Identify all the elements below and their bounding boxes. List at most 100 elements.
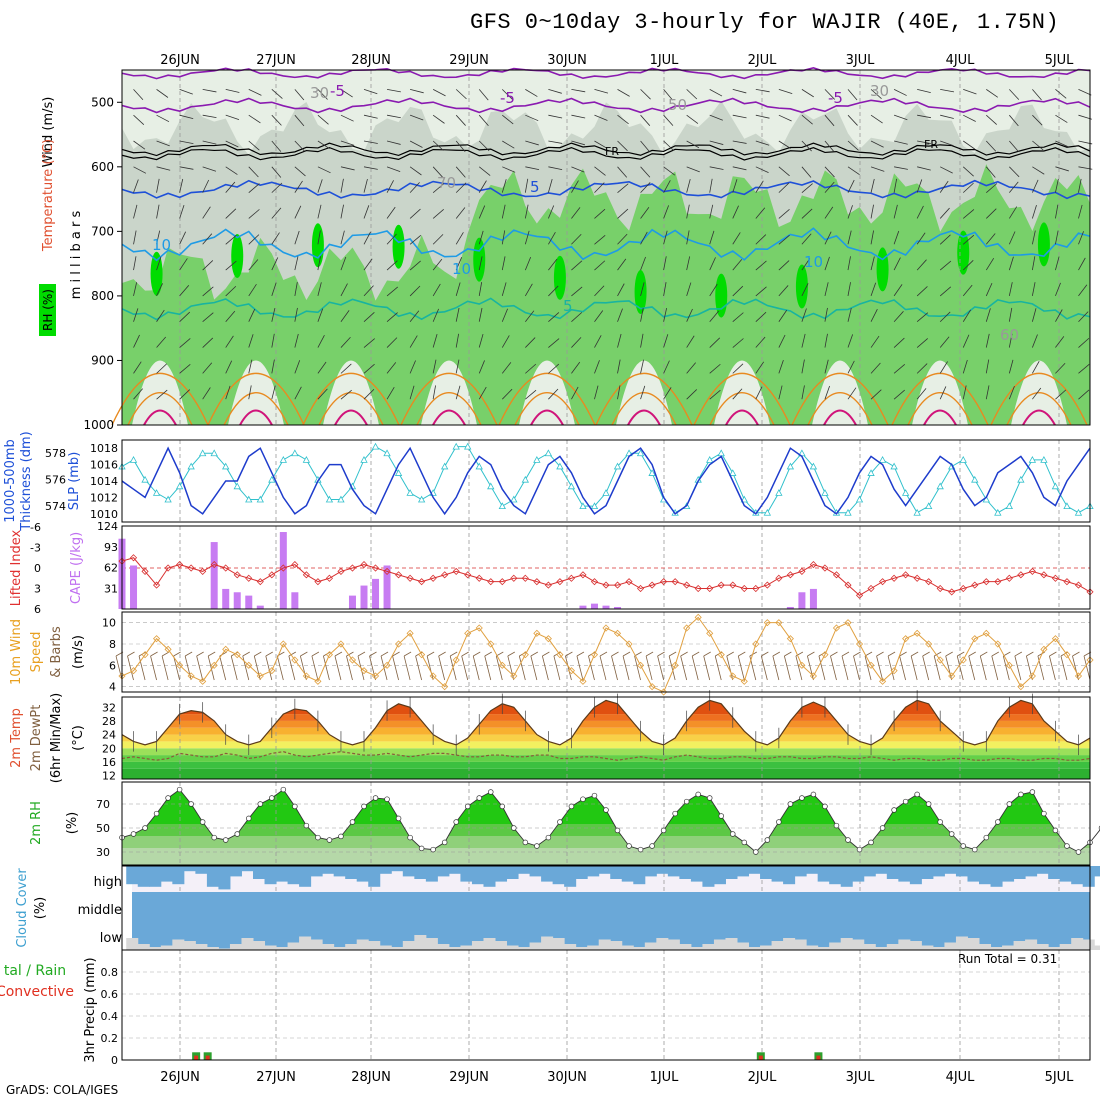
wind-barb	[962, 284, 973, 297]
contour-label: 30	[870, 82, 889, 100]
wind-barb	[502, 166, 516, 173]
wind-barb	[963, 140, 975, 150]
wind-barb	[386, 337, 398, 348]
cloud-low-bar	[333, 947, 346, 950]
contour-label: 60	[1000, 326, 1019, 344]
wind-barb	[709, 310, 720, 322]
thickness-series-point	[544, 449, 553, 457]
upper-wind-label: Wind (m/s)	[41, 97, 56, 168]
rh-point	[730, 831, 736, 837]
wind-speed-series-point	[879, 677, 887, 685]
cloud-low-bar	[310, 939, 323, 950]
wind-barb	[985, 359, 990, 374]
wind-barb-10m-flag	[1049, 651, 1057, 657]
cloud-low-bar	[725, 938, 738, 950]
wind-barb	[133, 308, 139, 322]
wind-label-1: 10m Wind	[9, 619, 24, 685]
wind-barb	[985, 166, 996, 178]
upper-millibars-label: m i l l i b a r s	[69, 211, 84, 300]
wind-barb-10m-flag	[311, 651, 320, 657]
lifted-index-series-point	[187, 564, 195, 572]
precip-label-2: Convective	[0, 984, 74, 1000]
wind-barb	[478, 205, 486, 219]
wind-barb	[179, 205, 185, 219]
wind-barb	[1078, 204, 1083, 219]
wind-barb	[432, 140, 444, 151]
wind-barb	[963, 114, 976, 122]
lifted-index-series-point	[521, 574, 529, 582]
lifted-index-series-point	[637, 584, 645, 593]
wind-barb	[179, 140, 194, 144]
lifted-index-series-point	[590, 578, 599, 586]
wind-barb	[271, 140, 282, 152]
date-label-bottom: 29JUN	[449, 1070, 489, 1085]
wind-barb	[455, 114, 466, 126]
cloud-low-bar	[402, 941, 415, 950]
wind-barb	[225, 208, 237, 219]
wind-barb	[594, 234, 606, 245]
wind-barb-10m	[230, 655, 238, 681]
wind-barb-10m-flag	[922, 651, 930, 657]
contour-label: 5	[563, 297, 573, 315]
wind-speed-series-point	[279, 640, 287, 648]
cloud-middle-area	[132, 892, 1090, 950]
wind-barb	[294, 256, 299, 271]
cloud-low-bar	[898, 939, 911, 950]
wind-barb	[594, 166, 606, 176]
date-label-bottom: 4JUL	[946, 1070, 976, 1085]
wind-speed-series-point	[867, 661, 875, 669]
rh-point	[591, 792, 598, 799]
wind-barb	[156, 114, 170, 123]
cloud-high-bar	[806, 866, 819, 874]
wind-barb	[179, 285, 190, 297]
wind-barb	[340, 89, 353, 98]
wind-barb	[893, 364, 906, 374]
wind-barb	[847, 89, 858, 101]
cloud-low-bar	[229, 944, 242, 950]
wind-barb-10m	[853, 655, 860, 681]
wind-barb	[1078, 389, 1090, 400]
lifted-index-series-point	[164, 564, 172, 572]
wind-barb	[317, 334, 325, 348]
cloud-low-bar	[495, 941, 508, 950]
wind-speed-series-point	[199, 677, 207, 685]
wind-barb	[363, 258, 373, 271]
cloud-high-bar	[299, 866, 312, 887]
date-label-bottom: 27JUN	[256, 1070, 296, 1085]
wind-barb	[778, 114, 792, 122]
temp-contour-30-arch	[432, 409, 466, 426]
wind-barb	[732, 285, 744, 297]
upper-y-tick-label: 500	[91, 95, 114, 109]
rh-point	[176, 786, 183, 793]
wind-barb	[1078, 311, 1089, 323]
wind-barb	[824, 307, 828, 322]
wind-barb-10m	[299, 655, 307, 681]
wind-barb	[1009, 89, 1020, 100]
cloud-high-bar	[287, 866, 300, 885]
cloud-high-bar	[955, 866, 968, 877]
wind-barb	[594, 88, 609, 94]
cloud-high-bar	[979, 866, 992, 885]
wind-barb	[709, 89, 723, 97]
cloud-low-bar	[748, 947, 761, 950]
wind-barb	[916, 259, 927, 271]
wind-barb	[1055, 362, 1066, 374]
lifted-index-series-point	[660, 578, 668, 586]
wind-speed-series-point	[371, 672, 380, 680]
temp-contour-minus5	[121, 97, 1091, 114]
wind-barb	[478, 114, 489, 127]
cloud-high-bar	[679, 866, 692, 879]
wind-barb	[824, 89, 835, 100]
wind-barb-10m	[657, 655, 665, 681]
lifted-index-series-point	[671, 578, 679, 586]
rh-point	[488, 789, 494, 795]
rh-point	[902, 798, 909, 805]
wind-barb	[271, 257, 279, 271]
wind-barb	[778, 334, 786, 348]
precip-tick-label: 0	[111, 1054, 118, 1067]
thickness-series-point	[901, 489, 910, 496]
wind-barb	[801, 89, 814, 98]
wind-barb	[571, 337, 582, 348]
temp-band	[122, 727, 1090, 735]
